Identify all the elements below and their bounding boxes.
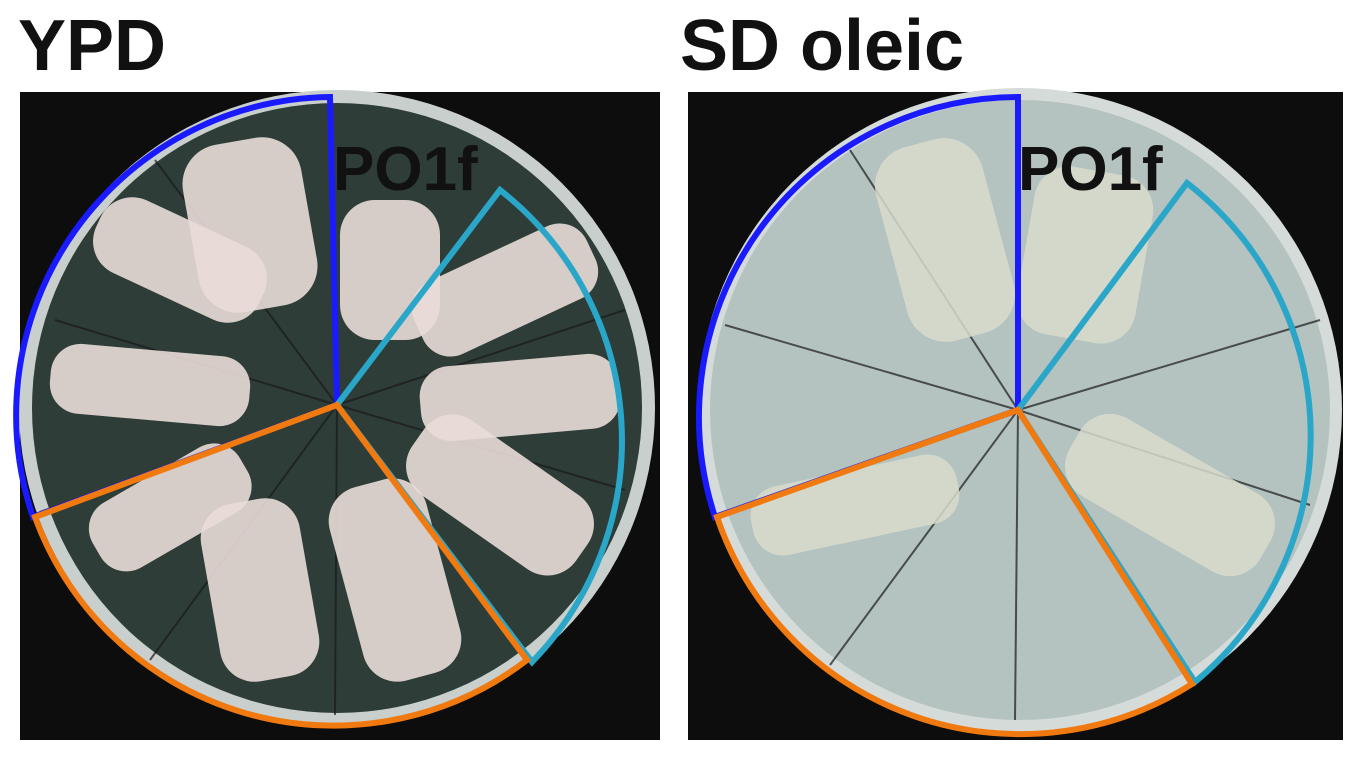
panel-title: YPD <box>18 6 166 86</box>
panel-sd-oleic: SD oleic PO1f <box>680 6 1343 740</box>
panel-ypd: YPD PO <box>13 6 660 740</box>
panel-title: SD oleic <box>680 6 964 86</box>
strain-label: PO1f <box>1018 135 1163 204</box>
strain-label: PO1f <box>333 135 478 204</box>
outline-group-1 <box>13 93 341 521</box>
outline-group-2 <box>1014 178 1314 687</box>
outline-group-3 <box>713 406 1197 738</box>
colonies <box>750 138 1275 577</box>
outline-group-2 <box>333 185 625 667</box>
outline-group-3 <box>31 401 532 729</box>
outline-group-1 <box>695 93 1021 521</box>
